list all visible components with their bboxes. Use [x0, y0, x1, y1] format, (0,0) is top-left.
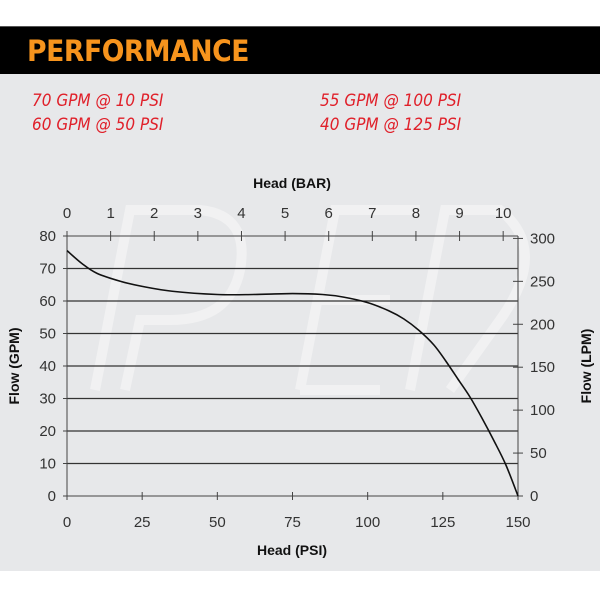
- flow-curve: [66, 250, 519, 497]
- x2-tick-label: 3: [194, 205, 202, 222]
- x-tick-label: 150: [505, 514, 530, 531]
- x2-tick-label: 4: [237, 205, 245, 222]
- page-title: PERFORMANCE: [27, 34, 250, 68]
- x-tick-label: 125: [430, 514, 455, 531]
- spec-line: 60 GPM @ 50 PSI: [32, 115, 164, 135]
- x2-tick-label: 2: [150, 205, 158, 222]
- y2-tick-label: 200: [530, 316, 555, 333]
- spec-line: 70 GPM @ 10 PSI: [32, 91, 164, 111]
- x2-tick-label: 7: [368, 205, 376, 222]
- y2-tick-label: 100: [530, 402, 555, 419]
- y2-tick-label: 300: [530, 230, 555, 247]
- x-tick-label: 0: [63, 514, 71, 531]
- y-tick-label: 70: [39, 261, 56, 278]
- x2-tick-label: 6: [325, 205, 333, 222]
- x-tick-label: 25: [134, 514, 151, 531]
- x2-axis-label: Head (BAR): [253, 175, 331, 191]
- y2-axis-label: Flow (LPM): [578, 329, 594, 404]
- y2-tick-label: 150: [530, 359, 555, 376]
- watermark-logo: [90, 205, 530, 395]
- y2-tick-label: 250: [530, 273, 555, 290]
- x2-tick-label: 9: [455, 205, 463, 222]
- x-tick-label: 100: [355, 514, 380, 531]
- x2-tick-label: 10: [495, 205, 512, 222]
- y-tick-label: 40: [39, 358, 56, 375]
- spec-line: 40 GPM @ 125 PSI: [320, 115, 462, 135]
- x2-tick-label: 0: [63, 205, 71, 222]
- y2-tick-label: 0: [530, 488, 538, 505]
- x2-tick-label: 1: [106, 205, 114, 222]
- x2-tick-label: 5: [281, 205, 289, 222]
- y-tick-label: 60: [39, 293, 56, 310]
- y-tick-label: 20: [39, 423, 56, 440]
- y-tick-label: 30: [39, 391, 56, 408]
- y-tick-label: 50: [39, 326, 56, 343]
- y-tick-label: 0: [48, 488, 56, 505]
- x-tick-label: 50: [209, 514, 226, 531]
- spec-line: 55 GPM @ 100 PSI: [320, 91, 462, 111]
- y-tick-label: 80: [39, 228, 56, 245]
- header-bar: PERFORMANCE: [0, 26, 600, 75]
- y-tick-label: 10: [39, 456, 56, 473]
- y2-tick-label: 50: [530, 445, 547, 462]
- y-axis-label: Flow (GPM): [6, 328, 22, 405]
- x2-tick-label: 8: [412, 205, 420, 222]
- x-axis-label: Head (PSI): [257, 542, 327, 558]
- x-tick-label: 75: [284, 514, 301, 531]
